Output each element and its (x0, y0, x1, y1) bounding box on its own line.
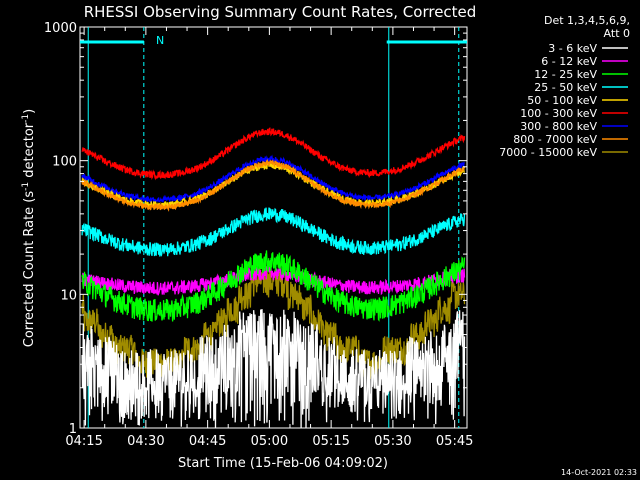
series-line-300-800-kev (81, 154, 465, 204)
generation-timestamp: 14-Oct-2021 02:33 (561, 468, 637, 477)
series-line-50-100-kev (81, 160, 466, 210)
legend-header-line2: Att 0 (604, 27, 630, 40)
y-tick-label: 100 (52, 155, 77, 170)
series-line-3-6-kev (81, 309, 466, 428)
y-tick-label: 1000 (44, 21, 77, 36)
series-line-25-50-kev (81, 207, 466, 257)
legend-label: 12 - 25 keV (534, 68, 597, 81)
x-axis-label: Start Time (15-Feb-06 04:09:02) (178, 456, 388, 471)
x-tick-label: 05:45 (436, 434, 473, 449)
night-marker-label: N (156, 34, 164, 47)
legend-label: 300 - 800 keV (520, 120, 597, 133)
plot-frame (79, 26, 468, 429)
legend-header-line1: Det 1,3,4,5,6,9, (544, 14, 630, 27)
legend-label: 7000 - 15000 keV (499, 146, 597, 159)
y-axis-label: Corrected Count Rate (s-1 detector-1) (21, 109, 37, 347)
x-tick-label: 04:15 (65, 434, 102, 449)
legend-label: 25 - 50 keV (534, 81, 597, 94)
x-tick-label: 05:15 (312, 434, 349, 449)
y-tick-label: 1 (69, 422, 77, 437)
x-tick-label: 04:45 (189, 434, 226, 449)
series-line-12-25-kev (81, 250, 466, 322)
legend-label: 800 - 7000 keV (513, 133, 597, 146)
series-line-6-12-kev (81, 265, 466, 296)
legend-label: 6 - 12 keV (541, 55, 597, 68)
legend-label: 3 - 6 keV (548, 42, 597, 55)
y-tick-label: 10 (60, 288, 77, 303)
legend-label: 50 - 100 keV (527, 94, 597, 107)
x-tick-label: 05:00 (251, 434, 288, 449)
series-line-100-300-kev (81, 127, 466, 181)
chart-title: RHESSI Observing Summary Count Rates, Co… (84, 3, 477, 21)
series-line-800-7000-kev (81, 158, 466, 212)
x-tick-label: 05:30 (374, 434, 411, 449)
legend-label: 100 - 300 keV (520, 107, 597, 120)
x-tick-label: 04:30 (127, 434, 164, 449)
